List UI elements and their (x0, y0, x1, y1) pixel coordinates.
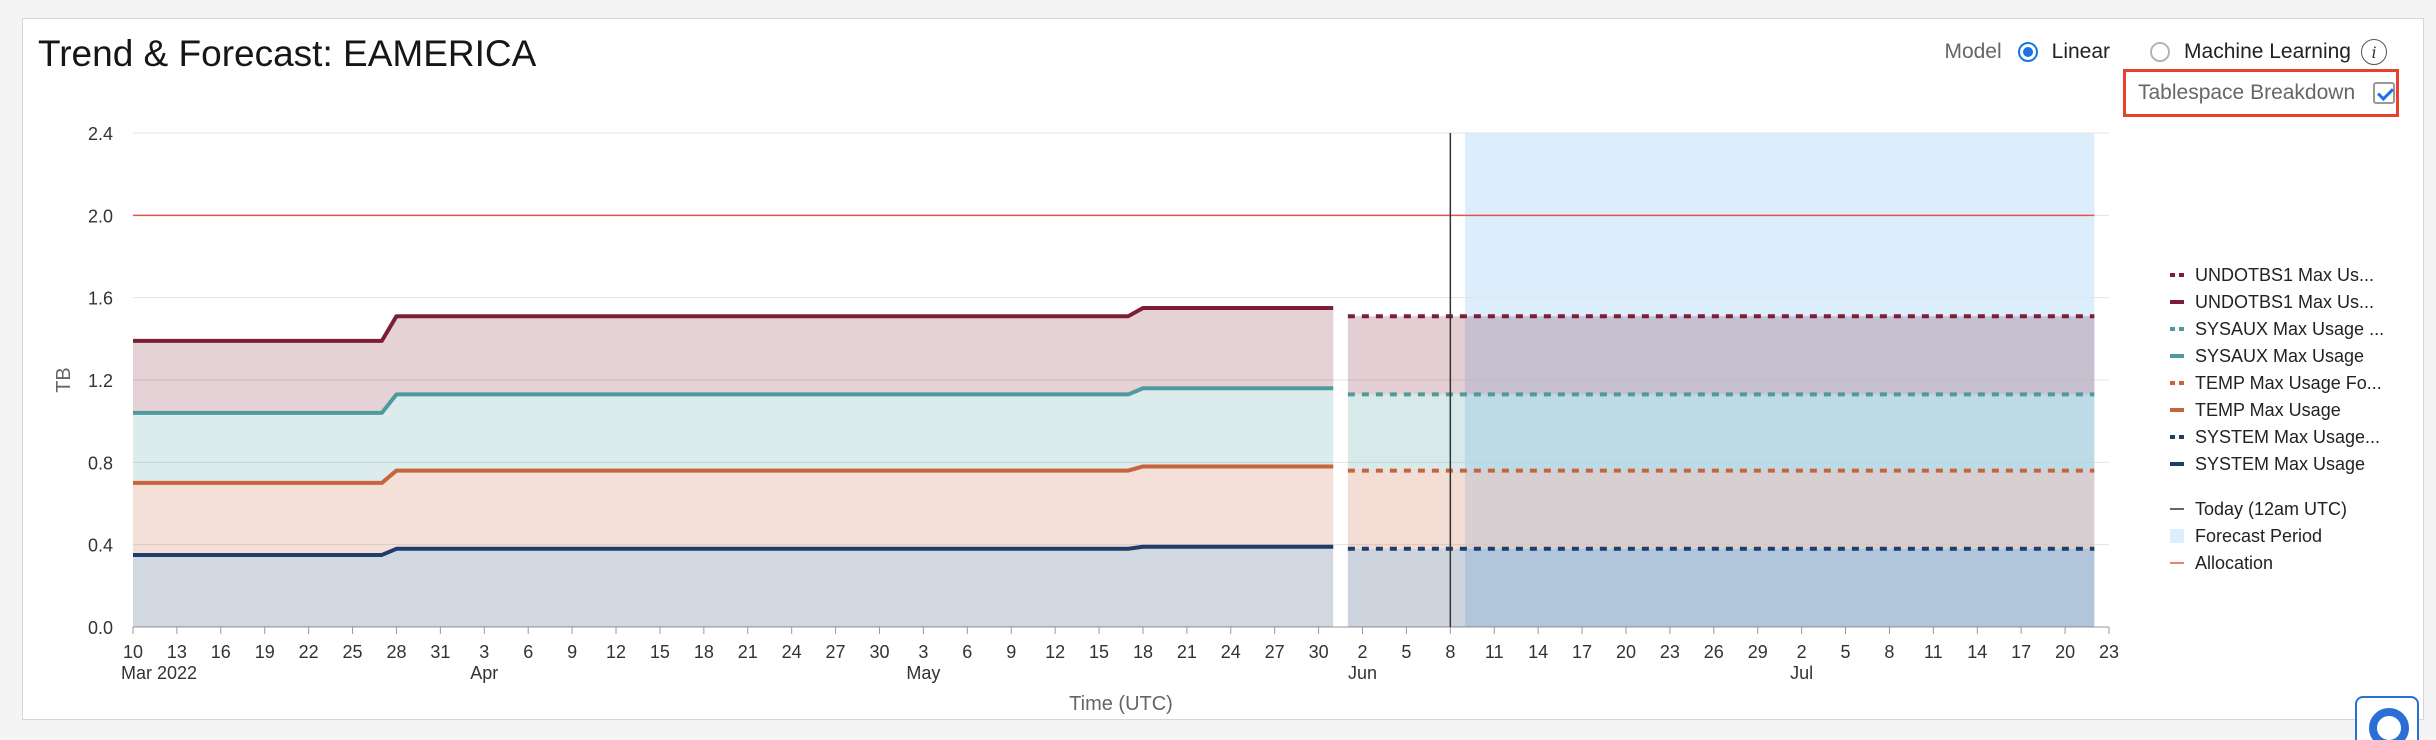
machine-learning-label[interactable]: Machine Learning (2184, 40, 2351, 63)
legend-item-label: SYSTEM Max Usage... (2195, 427, 2380, 447)
x-tick-label: 27 (1265, 642, 1285, 662)
chart-title: Trend & Forecast: EAMERICA (38, 33, 537, 74)
tablespace-breakdown-label: Tablespace Breakdown (2138, 81, 2356, 104)
legend-item-label: SYSAUX Max Usage (2195, 346, 2364, 366)
undotbs1-actual-area (133, 307, 1334, 413)
legend-swatch (2170, 529, 2184, 543)
x-tick-label: 5 (1841, 642, 1851, 662)
x-tick-label: 2 (1797, 642, 1807, 662)
tablespace-breakdown-checkbox[interactable] (2373, 82, 2396, 104)
x-tick-label: 12 (1045, 642, 1065, 662)
x-tick-label: 20 (2055, 642, 2075, 662)
linear-label[interactable]: Linear (2051, 40, 2111, 63)
x-tick-label: 24 (1221, 642, 1241, 662)
x-tick-label: 3 (479, 642, 489, 662)
x-month-label: Jul (1790, 663, 1813, 683)
legend-item-label: TEMP Max Usage Fo... (2195, 373, 2382, 393)
x-tick-label: 11 (1485, 642, 1504, 662)
x-tick-label: 15 (1089, 642, 1109, 662)
x-tick-label: 3 (918, 642, 928, 662)
y-tick-label: 0.4 (88, 536, 113, 556)
x-tick-label: 31 (430, 642, 450, 662)
x-month-label: Jun (1348, 663, 1377, 683)
x-tick-label: 17 (2011, 642, 2031, 662)
model-label: Model (1944, 40, 2002, 63)
x-month-label: May (906, 663, 940, 683)
legend-item-label: TEMP Max Usage (2195, 400, 2341, 420)
x-tick-label: 9 (567, 642, 577, 662)
x-tick-label: 22 (299, 642, 319, 662)
x-tick-label: 25 (343, 642, 363, 662)
temp-actual-area (133, 466, 1334, 555)
x-tick-label: 30 (869, 642, 889, 662)
system-actual-line (133, 544, 1334, 557)
tablespace-breakdown-toggle[interactable]: Tablespace Breakdown (2123, 69, 2399, 117)
undotbs1-forecast-area (1347, 316, 2095, 395)
temp-forecast-area (1347, 470, 2095, 549)
x-tick-label: 30 (1309, 642, 1329, 662)
x-tick-label: 14 (1528, 642, 1548, 662)
x-axis-title: Time (UTC) (1069, 693, 1173, 715)
legend-item-label: UNDOTBS1 Max Us... (2195, 265, 2374, 285)
y-tick-label: 2.0 (88, 206, 113, 226)
x-tick-label: 28 (386, 642, 406, 662)
x-tick-label: 23 (1660, 642, 1680, 662)
x-tick-label: 15 (650, 642, 670, 662)
x-tick-label: 5 (1401, 642, 1411, 662)
sysaux-forecast-area (1347, 394, 2095, 471)
y-tick-label: 0.8 (88, 453, 113, 473)
help-button[interactable] (2355, 696, 2419, 740)
y-tick-label: 1.6 (88, 289, 113, 309)
info-icon[interactable]: i (2361, 39, 2387, 65)
y-tick-label: 0.0 (88, 618, 113, 638)
linear-radio[interactable] (2017, 42, 2038, 62)
x-tick-label: 29 (1748, 642, 1768, 662)
x-tick-label: 2 (1358, 642, 1368, 662)
temp-actual-line (133, 464, 1334, 485)
x-tick-label: 6 (523, 642, 533, 662)
x-month-label: Mar 2022 (121, 663, 197, 683)
lifebuoy-icon (2369, 708, 2409, 740)
x-tick-label: 23 (2099, 642, 2119, 662)
x-tick-label: 20 (1616, 642, 1636, 662)
x-tick-label: 13 (167, 642, 187, 662)
legend-item-label: UNDOTBS1 Max Us... (2195, 292, 2374, 312)
x-tick-label: 26 (1704, 642, 1724, 662)
legend-item-label: Today (12am UTC) (2195, 499, 2347, 519)
x-tick-label: 24 (782, 642, 802, 662)
legend-item-label: Forecast Period (2195, 526, 2322, 546)
x-tick-label: 14 (1967, 642, 1987, 662)
x-tick-label: 27 (826, 642, 846, 662)
x-tick-label: 18 (694, 642, 714, 662)
x-tick-label: 19 (255, 642, 275, 662)
y-axis-title: TB (53, 367, 75, 393)
sysaux-actual-line (133, 386, 1334, 415)
legend-item-label: Allocation (2195, 553, 2273, 573)
x-tick-label: 9 (1006, 642, 1016, 662)
machine-learning-radio[interactable] (2150, 42, 2171, 62)
x-tick-label: 11 (1924, 642, 1943, 662)
x-tick-label: 8 (1445, 642, 1455, 662)
x-tick-label: 17 (1572, 642, 1592, 662)
x-tick-label: 21 (1177, 642, 1197, 662)
sysaux-actual-area (133, 388, 1334, 483)
x-tick-label: 21 (738, 642, 758, 662)
legend-item-label: SYSTEM Max Usage (2195, 454, 2365, 474)
x-month-label: Apr (470, 663, 498, 683)
x-tick-label: 12 (606, 642, 626, 662)
legend-item-label: SYSAUX Max Usage ... (2195, 319, 2384, 339)
y-tick-label: 2.4 (88, 124, 113, 144)
undotbs1-actual-line (133, 305, 1334, 343)
x-tick-label: 6 (962, 642, 972, 662)
system-actual-area (133, 546, 1334, 627)
system-forecast-area (1347, 548, 2095, 627)
y-tick-label: 1.2 (88, 371, 113, 391)
model-selector: Model Linear Machine Learning i (1944, 39, 2387, 65)
x-tick-label: 18 (1133, 642, 1153, 662)
x-tick-label: 16 (211, 642, 231, 662)
x-tick-label: 8 (1884, 642, 1894, 662)
x-tick-label: 10 (123, 642, 143, 662)
